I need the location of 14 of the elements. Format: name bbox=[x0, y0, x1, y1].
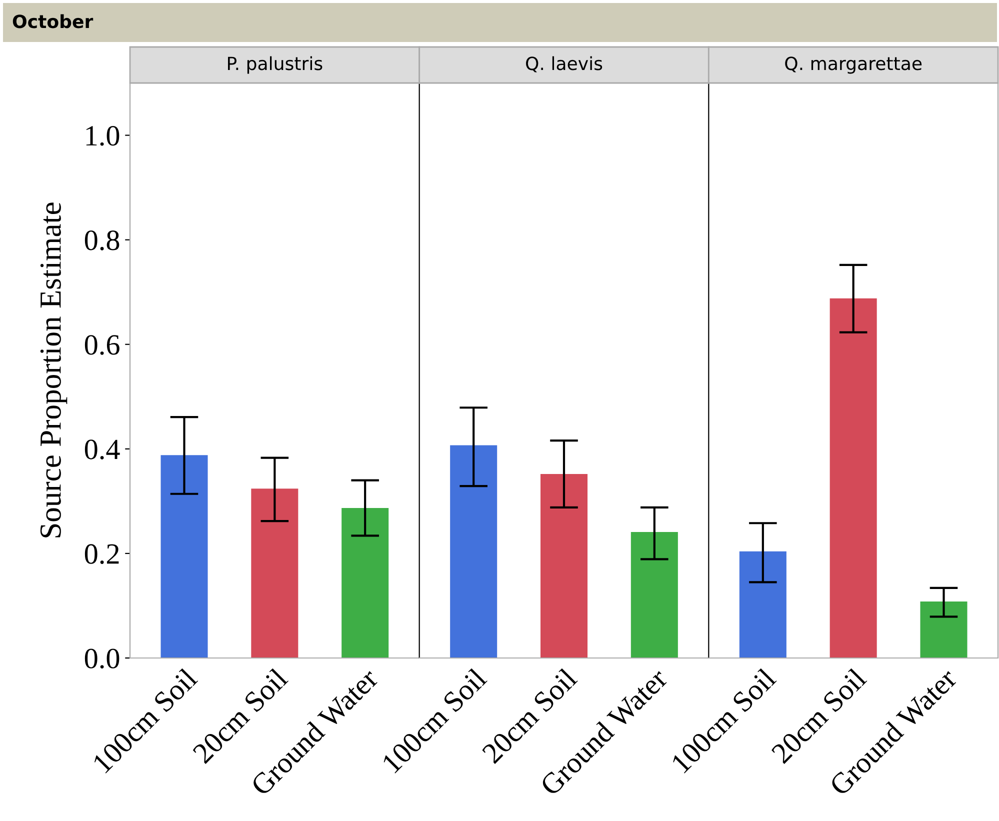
y-tick-label: 0.2 bbox=[84, 544, 119, 564]
chart-subtitle: P. palustris bbox=[228, 56, 322, 74]
bar bbox=[342, 508, 389, 658]
y-axis-title: Source Proportion Estimate bbox=[40, 202, 68, 538]
bar bbox=[160, 455, 208, 658]
y-tick-label: 0.0 bbox=[84, 648, 120, 669]
y-tick-label: 0.6 bbox=[84, 335, 120, 355]
y-tick-label: 1.0 bbox=[86, 126, 120, 146]
chart-subtitle: Q. laevis bbox=[526, 56, 602, 72]
chart-title: October bbox=[12, 14, 94, 28]
bar bbox=[251, 488, 298, 658]
y-tick-label: 0.8 bbox=[84, 230, 120, 250]
y-tick-label: 0.4 bbox=[84, 440, 120, 460]
chart-subtitle: Q. margarettae bbox=[785, 56, 922, 74]
